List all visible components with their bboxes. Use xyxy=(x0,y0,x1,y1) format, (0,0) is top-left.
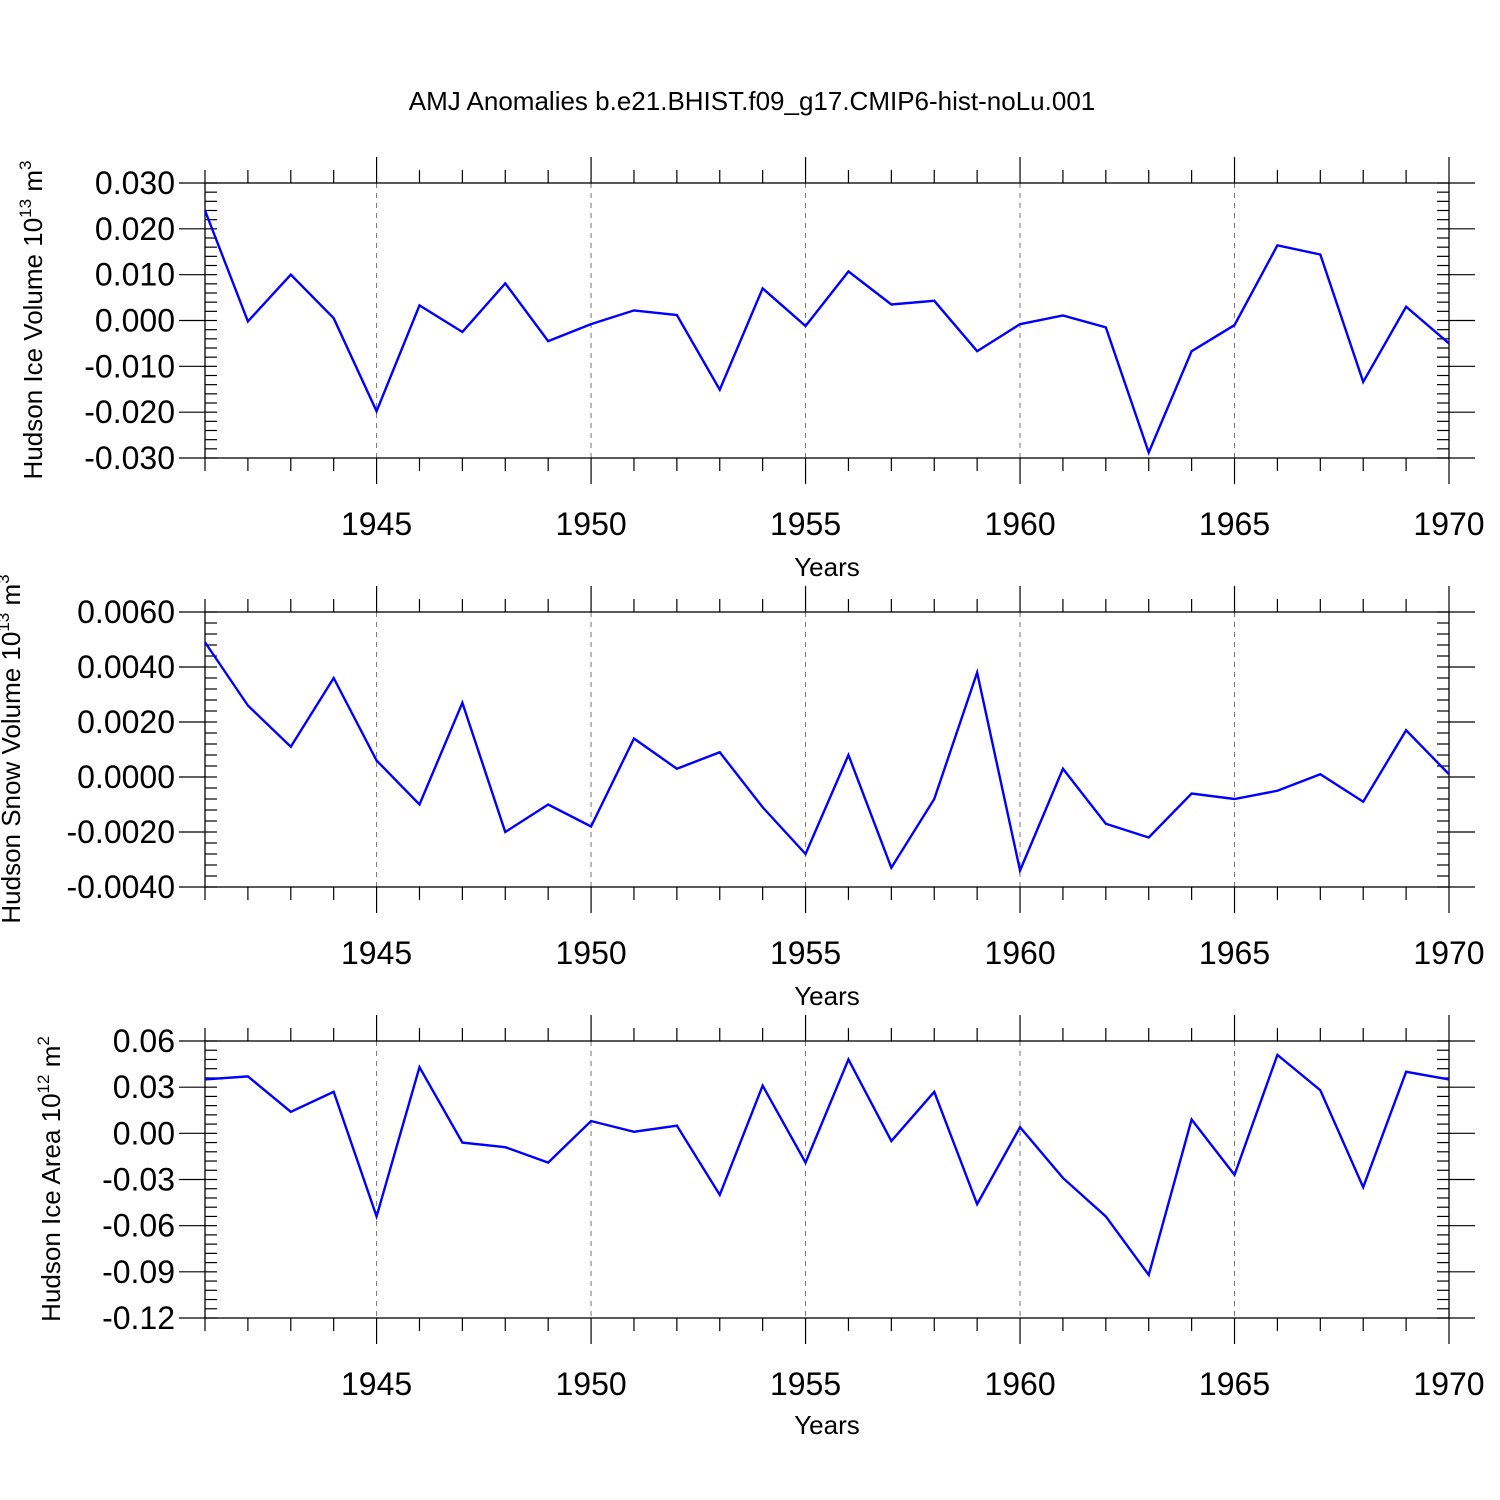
snow-volume-x-tick-label: 1970 xyxy=(1413,935,1484,971)
ice-area-plot-area: 0.06 0.03 0.00 -0.03 -0.06 -0.09 -0.12 1945 1950… xyxy=(102,1015,1485,1402)
ice-area-x-tick-label: 1955 xyxy=(770,1366,841,1402)
ice-volume-x-tick-label: 1945 xyxy=(341,506,412,542)
snow-volume-x-tick-label: 1960 xyxy=(984,935,1055,971)
ice-volume-x-tick-label: 1965 xyxy=(1199,506,1270,542)
ice-volume-x-axis-title: Years xyxy=(794,552,860,582)
snow-volume-plot-area: 0.0060 0.0040 0.0020 0.0000 -0.0020 -0.0040 19… xyxy=(66,586,1485,971)
ice-area-y-axis-title: Hudson Ice Area 1012 m2 xyxy=(34,1036,66,1322)
ice-volume-y-tick-label: 0.000 xyxy=(95,303,175,339)
ice-area-y-tick-label: -0.06 xyxy=(102,1208,175,1244)
ice-area-y-tick-label: -0.03 xyxy=(102,1162,175,1198)
ice-volume-x-tick-label: 1970 xyxy=(1413,506,1484,542)
ice-volume-y-tick-label: 0.030 xyxy=(95,165,175,201)
figure-title: AMJ Anomalies b.e21.BHIST.f09_g17.CMIP6-… xyxy=(409,86,1096,116)
ice-area-y-tick-label: 0.06 xyxy=(113,1023,175,1059)
ice-volume-x-tick-label: 1955 xyxy=(770,506,841,542)
snow-volume-y-tick-label: 0.0020 xyxy=(77,704,175,740)
snow-volume-frame xyxy=(204,611,1450,888)
snow-volume-x-tick-label: 1945 xyxy=(341,935,412,971)
ice-area-x-axis-title: Years xyxy=(794,1410,860,1440)
ice-volume-x-tick-label: 1950 xyxy=(555,506,626,542)
snow-volume-y-tick-label: 0.0060 xyxy=(77,594,175,630)
ice-area-y-tick-label: -0.09 xyxy=(102,1254,175,1290)
panel-ice-volume: 0.030 0.020 0.010 0.000 -0.010 -0.020 -0.030 19… xyxy=(16,157,1485,582)
panel-snow-volume: 0.0060 0.0040 0.0020 0.0000 -0.0020 -0.0040 19… xyxy=(0,574,1485,1011)
ice-volume-y-tick-label: 0.020 xyxy=(95,211,175,247)
ice-area-x-tick-label: 1970 xyxy=(1413,1366,1484,1402)
snow-volume-x-axis-title: Years xyxy=(794,981,860,1011)
ice-area-series-line xyxy=(204,1052,1450,1278)
snow-volume-y-axis-title: Hudson Snow Volume 1013 m3 xyxy=(0,574,26,923)
ice-area-y-tick-label: 0.00 xyxy=(113,1115,175,1151)
ice-volume-series-line xyxy=(203,210,1450,456)
ice-volume-y-tick-label: -0.020 xyxy=(84,394,175,430)
ice-area-x-tick-label: 1960 xyxy=(984,1366,1055,1402)
ice-area-y-tick-label: 0.03 xyxy=(113,1069,175,1105)
ice-area-x-tick-label: 1945 xyxy=(341,1366,412,1402)
snow-volume-y-tick-label: 0.0040 xyxy=(77,649,175,685)
panel-ice-area: 0.06 0.03 0.00 -0.03 -0.06 -0.09 -0.12 1945 1950… xyxy=(34,1015,1485,1440)
snow-volume-x-tick-label: 1955 xyxy=(770,935,841,971)
snow-volume-y-tick-label: 0.0000 xyxy=(77,759,175,795)
ice-volume-y-tick-label: -0.010 xyxy=(84,348,175,384)
snow-volume-y-tick-label: -0.0020 xyxy=(66,814,175,850)
ice-volume-y-tick-label: 0.010 xyxy=(95,257,175,293)
snow-volume-x-tick-label: 1950 xyxy=(555,935,626,971)
ice-area-x-tick-label: 1950 xyxy=(555,1366,626,1402)
ice-area-x-tick-label: 1965 xyxy=(1199,1366,1270,1402)
ice-volume-y-tick-label: -0.030 xyxy=(84,440,175,476)
ice-area-y-tick-label: -0.12 xyxy=(102,1300,175,1336)
snow-volume-y-tick-label: -0.0040 xyxy=(66,869,175,905)
ice-volume-x-tick-label: 1960 xyxy=(984,506,1055,542)
ice-volume-y-axis-title: Hudson Ice Volume 1013 m3 xyxy=(16,161,48,480)
snow-volume-x-tick-label: 1965 xyxy=(1199,935,1270,971)
ice-volume-plot-area: 0.030 0.020 0.010 0.000 -0.010 -0.020 -0.030 19… xyxy=(84,157,1485,542)
snow-volume-series-line xyxy=(204,641,1450,875)
